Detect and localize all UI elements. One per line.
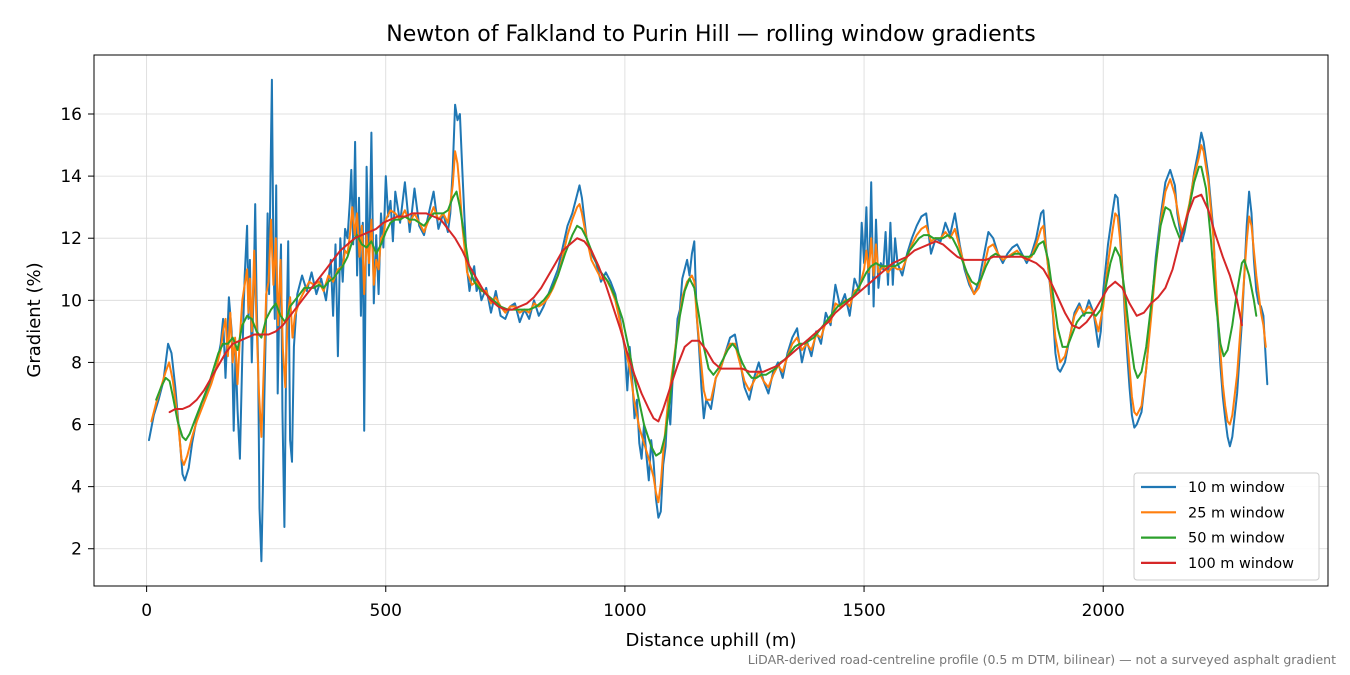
y-tick-label: 8 [71, 353, 82, 373]
y-tick-label: 6 [71, 416, 82, 436]
y-tick-label: 10 [60, 291, 82, 311]
y-tick-label: 2 [71, 540, 82, 560]
x-tick-label: 1500 [842, 601, 885, 621]
grid [94, 55, 1328, 586]
y-axis-ticks: 2 4 6 8 10 12 14 16 [60, 105, 94, 560]
series-line-1 [148, 78, 1269, 563]
series-line-3 [155, 165, 1258, 457]
legend-label: 50 m window [1188, 531, 1285, 547]
chart-title: Newton of Falkland to Purin Hill — rolli… [386, 22, 1035, 47]
x-tick-label: 0 [141, 601, 152, 621]
legend-label: 100 m window [1188, 556, 1294, 572]
legend-label: 25 m window [1188, 505, 1285, 521]
x-tick-label: 500 [370, 601, 402, 621]
legend: 10 m window 25 m window 50 m window 100 m w… [1133, 472, 1320, 581]
y-tick-label: 16 [60, 105, 82, 125]
series-lines [148, 78, 1269, 563]
y-tick-label: 12 [60, 229, 82, 249]
legend-label: 10 m window [1188, 480, 1285, 496]
footnote: LiDAR-derived road-centreline profile (0… [748, 652, 1336, 667]
y-tick-label: 14 [60, 167, 82, 187]
y-axis-label: Gradient (%) [24, 262, 45, 377]
plot-frame [93, 54, 1329, 587]
legend-box [1133, 472, 1320, 581]
x-tick-label: 1000 [603, 601, 646, 621]
series-line-2 [150, 144, 1267, 504]
series-line-4 [168, 193, 1243, 423]
x-axis-ticks: 0 500 1000 1500 2000 [141, 586, 1125, 621]
x-axis-label: Distance uphill (m) [626, 630, 797, 651]
y-tick-label: 4 [71, 478, 82, 498]
x-tick-label: 2000 [1082, 601, 1125, 621]
